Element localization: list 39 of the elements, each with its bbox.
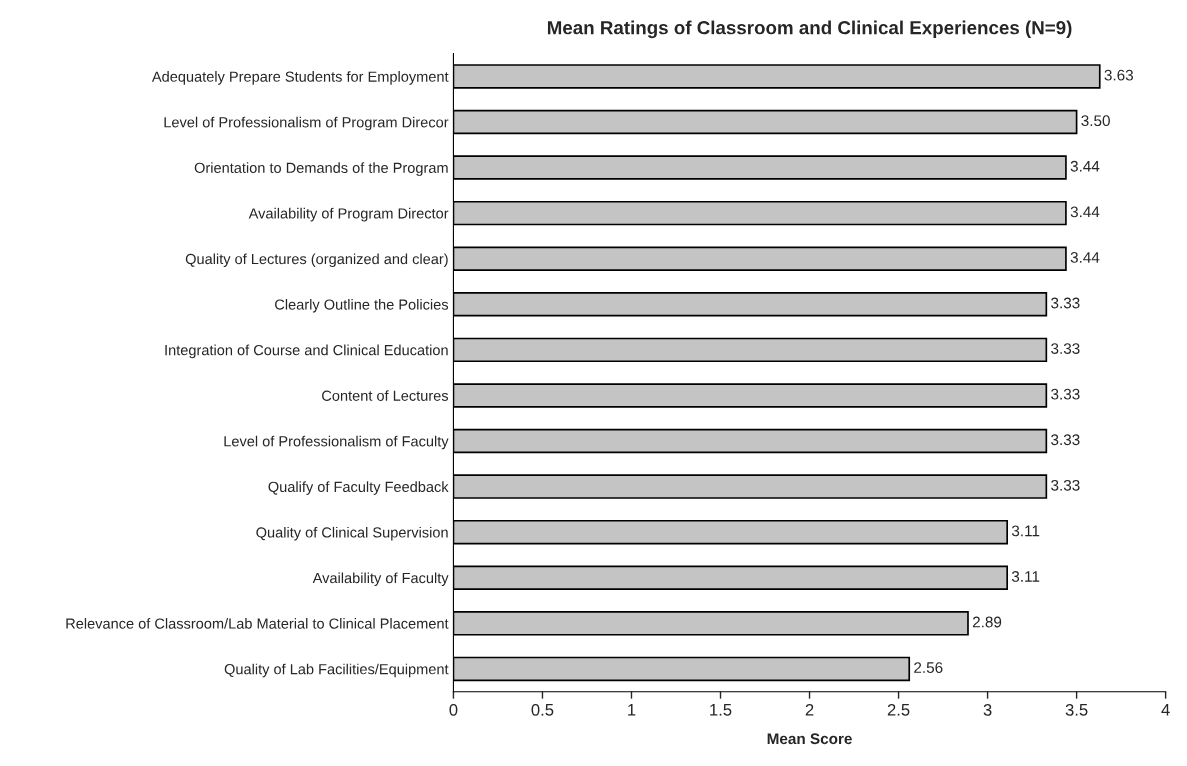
x-tick-label: 0 bbox=[449, 703, 458, 716]
x-tick-label: 0.5 bbox=[531, 703, 554, 716]
y-tick-label: Clearly Outline the Policies bbox=[275, 299, 449, 313]
data-label: 3.44 bbox=[1070, 206, 1100, 218]
data-label: 3.33 bbox=[1051, 434, 1080, 446]
x-tick-label: 4 bbox=[1161, 704, 1170, 716]
x-tick-label: 2.5 bbox=[887, 703, 910, 716]
data-label: 3.33 bbox=[1051, 297, 1080, 309]
y-tick-label: Quality of Clinical Supervision bbox=[256, 526, 448, 541]
x-axis-title: Mean Score bbox=[767, 733, 852, 745]
y-tick-label: Adequately Prepare Students for Employment bbox=[151, 71, 449, 85]
data-label: 3.44 bbox=[1070, 252, 1100, 263]
y-tick-label: Level of Professionalism of Program Direcor bbox=[164, 116, 449, 131]
chart-title: Mean Ratings of Classroom and Clinical Experiences (N=9) bbox=[547, 20, 1072, 39]
y-tick-label: Quality of Lab Facilities/Equipment bbox=[224, 663, 449, 678]
data-label: 3.11 bbox=[1011, 525, 1040, 537]
y-tick-label: Content of Lectures bbox=[322, 390, 449, 401]
x-tick-label: 1.5 bbox=[710, 704, 732, 716]
x-tick-label: 1 bbox=[628, 704, 636, 716]
data-label: 3.50 bbox=[1081, 115, 1110, 127]
y-tick-label: Level of Professionalism of Faculty bbox=[224, 435, 449, 450]
y-tick-label: Availability of Program Director bbox=[248, 207, 449, 222]
y-tick-label: Availability of Faculty bbox=[312, 572, 449, 587]
data-label: 2.56 bbox=[914, 662, 943, 674]
data-label: 3.63 bbox=[1104, 69, 1133, 81]
data-label: 3.11 bbox=[1011, 571, 1040, 582]
y-tick-label: Quality of Lectures (organized and clear) bbox=[185, 253, 448, 268]
y-tick-label: Orientation to Demands of the Program bbox=[194, 162, 448, 176]
data-label: 3.33 bbox=[1051, 388, 1080, 400]
y-tick-label: Integration of Course and Clinical Education bbox=[165, 344, 448, 359]
x-tick-label: 3.5 bbox=[1065, 703, 1088, 716]
x-tick-label: 2 bbox=[805, 703, 814, 716]
data-label: 3.33 bbox=[1051, 343, 1080, 354]
x-tick-label: 3 bbox=[983, 703, 992, 716]
data-label: 2.89 bbox=[972, 616, 1002, 628]
y-tick-label: Relevance of Classroom/Lab Material to Clinical Placement bbox=[66, 618, 449, 629]
data-label: 3.44 bbox=[1070, 160, 1100, 172]
data-label: 3.33 bbox=[1051, 479, 1080, 491]
y-tick-label: Qualify of Faculty Feedback bbox=[268, 481, 449, 495]
